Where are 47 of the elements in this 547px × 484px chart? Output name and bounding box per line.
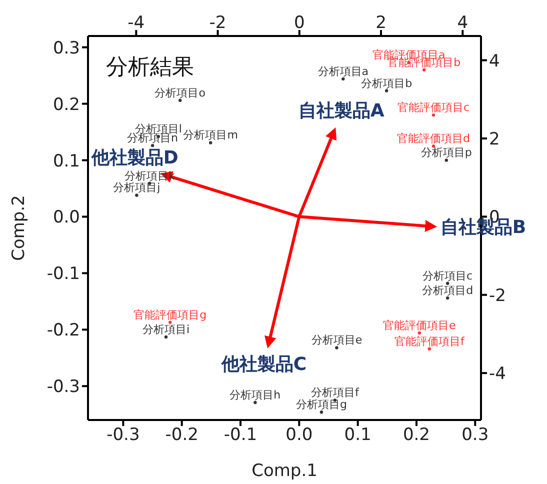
y-tick-label: 0.1 — [52, 151, 80, 172]
text: 分析結果 — [106, 54, 194, 82]
x-axis-title: Comp.1 — [252, 461, 318, 481]
x2-tick-label: 4 — [457, 13, 468, 33]
y2-tick-label: 4 — [489, 51, 500, 72]
x-tick-label: 0.2 — [402, 425, 430, 446]
data-label: 分析項目g — [296, 398, 347, 412]
x2-tick-label: 2 — [376, 13, 386, 33]
data-label: 官能評価項目d — [396, 132, 470, 146]
y-axis-title: Comp.2 — [9, 195, 30, 261]
data-label: 官能評価項目e — [383, 319, 456, 332]
y-tick-label: -0.3 — [46, 377, 80, 398]
data-label: 分析項目p — [420, 146, 472, 160]
y-tick-label: 0.0 — [52, 208, 80, 228]
y-tick-label: 0.3 — [52, 38, 80, 58]
y-tick-label: 0.2 — [52, 94, 80, 115]
x-tick-label: -0.3 — [106, 425, 140, 446]
data-label: 官能評価項目c — [397, 101, 470, 114]
data-label: 分析項目j — [113, 181, 160, 194]
x2-tick-label: 0 — [294, 13, 305, 33]
data-label: 分析項目f — [311, 386, 360, 400]
x-tick-label: 0.1 — [344, 425, 372, 446]
x2-tick-label: -4 — [128, 13, 145, 33]
data-label: 官能評価項目f — [394, 334, 466, 348]
y-tick-label: -0.2 — [46, 320, 80, 341]
data-label: 分析項目h — [230, 388, 281, 402]
data-label: 分析項目e — [311, 334, 362, 347]
data-label: 分析項目o — [154, 86, 206, 100]
x-tick-label: -0.1 — [224, 425, 258, 446]
y2-tick-label: -4 — [489, 364, 506, 384]
y-tick-label: -0.1 — [46, 264, 80, 284]
data-label: 分析項目c — [422, 269, 473, 282]
y2-tick-label: -2 — [489, 286, 506, 306]
data-label: 官能評価項目g — [134, 308, 207, 322]
data-label: 分析項目m — [183, 128, 238, 142]
data-label: 分析項目a — [318, 64, 369, 78]
x-tick-label: -0.2 — [165, 425, 198, 446]
series-label: 他社製品C — [220, 354, 307, 376]
y2-tick-label: 2 — [489, 129, 500, 150]
x-tick-label: 0.0 — [286, 425, 313, 446]
x2-tick-label: -2 — [209, 13, 226, 33]
x-tick-label: 0.3 — [462, 425, 489, 446]
series-label: 他社製品D — [90, 148, 178, 169]
data-label: 分析項目i — [142, 322, 190, 336]
series-label: 自社製品A — [298, 100, 384, 122]
data-label: 分析項目d — [422, 284, 474, 298]
data-label: 分析項目b — [361, 76, 412, 90]
